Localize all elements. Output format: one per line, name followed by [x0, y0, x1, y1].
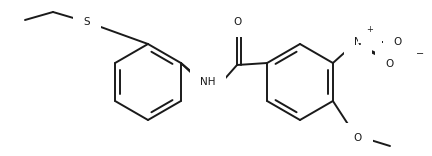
- Text: N: N: [354, 37, 362, 47]
- Text: +: +: [367, 25, 373, 34]
- Text: O: O: [386, 59, 394, 69]
- Text: O: O: [354, 133, 362, 143]
- Text: O: O: [394, 37, 402, 47]
- Text: O: O: [233, 17, 241, 27]
- Text: S: S: [84, 17, 90, 27]
- Text: −: −: [416, 49, 424, 59]
- Text: NH: NH: [200, 77, 216, 87]
